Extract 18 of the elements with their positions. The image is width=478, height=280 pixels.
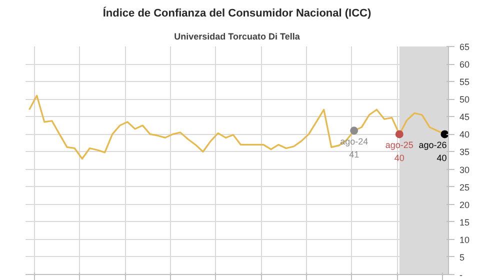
y-tick-label: 50	[460, 94, 470, 105]
y-tick-label: 65	[460, 42, 470, 52]
y-tick-label: -	[460, 270, 462, 280]
y-tick-label: 15	[460, 217, 470, 228]
y-tick-label: 45	[460, 112, 470, 122]
chart-subtitle: Universidad Torcuato Di Tella	[174, 32, 301, 42]
y-tick-label: 5	[460, 252, 465, 262]
y-tick-label: 10	[460, 234, 470, 245]
y-tick-label: 40	[460, 130, 470, 140]
y-tick-label: 25	[460, 182, 470, 192]
data-label: ago-26 40	[418, 140, 447, 164]
y-tick-label: 30	[460, 164, 470, 175]
y-tick-label: 35	[460, 147, 470, 158]
data-label: ago-25 40	[385, 140, 414, 164]
y-tick-label: 60	[460, 60, 470, 70]
y-tick-label: 20	[460, 200, 470, 210]
y-tick-label: 55	[460, 77, 470, 88]
chart-title: Índice de Confianza del Consumidor Nacional (ICC)	[102, 6, 372, 20]
